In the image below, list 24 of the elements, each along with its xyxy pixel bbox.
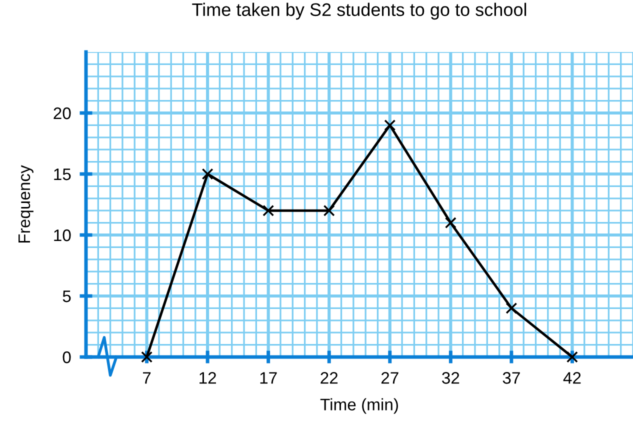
y-tick-label: 5 [62,290,71,302]
x-tick-label: 27 [381,372,398,384]
x-tick-label: 7 [143,372,151,384]
y-tick-label: 20 [54,107,71,120]
x-tick-label: 17 [260,372,277,384]
point [566,351,578,363]
x-tick-label: 37 [502,372,520,384]
point [141,351,153,363]
x-tick-label: 32 [442,372,460,384]
y-tick-label: 0 [62,351,71,364]
point [384,119,396,131]
chart-title: Time taken by S2 students to go to school [192,2,526,20]
point [506,302,518,314]
point [444,217,456,229]
x-tick-label: 42 [563,372,581,384]
point [262,204,274,216]
x-tick-label: 12 [200,372,216,384]
y-tick-label: 10 [54,229,71,242]
x-tick-label: 22 [320,372,338,384]
point [323,204,335,216]
point [202,168,214,180]
y-axis-title: Frequency [18,165,34,242]
x-axis-title: Time (min) [320,398,398,414]
y-tick-label: 15 [54,168,71,180]
